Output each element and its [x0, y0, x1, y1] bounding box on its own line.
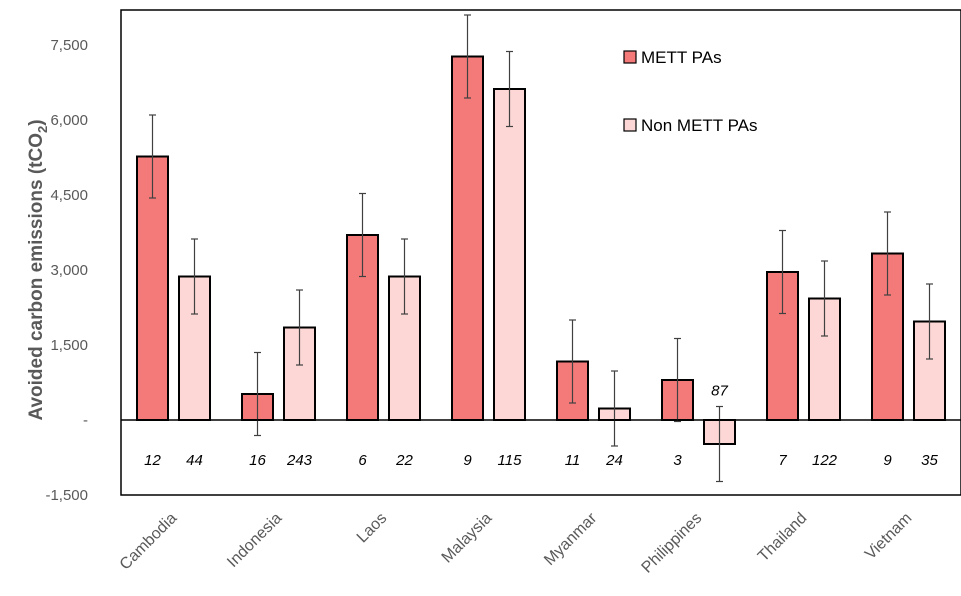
x-category-label: Cambodia	[117, 510, 181, 574]
count-label-mett: 9	[463, 452, 472, 469]
bar-mett	[136, 155, 169, 421]
count-label-non-mett: 243	[286, 452, 313, 469]
legend-swatch-mett	[623, 50, 637, 64]
x-category-label: Malaysia	[439, 510, 496, 567]
count-label-mett: 16	[249, 452, 266, 469]
count-label-non-mett: 35	[921, 452, 938, 469]
y-axis-label-text: Avoided carbon emissions (tCO	[26, 133, 47, 421]
y-tick-label: 4,500	[50, 187, 88, 204]
x-category-label: Thailand	[755, 510, 810, 565]
count-label-non-mett: 87	[711, 383, 728, 400]
count-label-mett: 3	[673, 452, 682, 469]
count-label-non-mett: 122	[812, 452, 838, 469]
y-tick-label: -	[83, 412, 88, 429]
x-category-label: Vietnam	[862, 510, 915, 563]
count-label-mett: 9	[883, 452, 892, 469]
count-label-mett: 12	[144, 452, 161, 469]
x-category-label: Philippines	[639, 510, 706, 577]
y-tick-label: -1,500	[45, 487, 88, 504]
legend-label-mett: METT PAs	[641, 48, 722, 67]
count-label-non-mett: 115	[498, 452, 523, 469]
x-category-label: Myanmar	[541, 509, 601, 569]
svg-text:Avoided carbon emissions (tCO2: Avoided carbon emissions (tCO2)	[26, 119, 50, 420]
count-label-mett: 7	[778, 452, 787, 469]
count-label-mett: 11	[565, 452, 581, 469]
legend-label-non-mett: Non METT PAs	[641, 116, 758, 135]
x-category-label: Indonesia	[224, 510, 285, 571]
count-label-mett: 6	[358, 452, 367, 469]
y-axis-label-close: )	[26, 119, 47, 125]
count-label-non-mett: 24	[605, 452, 623, 469]
y-axis-label-subscript: 2	[35, 126, 50, 133]
bar-non-mett	[493, 88, 526, 421]
y-tick-label: 1,500	[50, 337, 88, 354]
y-axis-label: Avoided carbon emissions (tCO2)	[26, 119, 50, 420]
bar-mett	[451, 55, 484, 421]
plot-border	[120, 9, 961, 496]
count-label-non-mett: 22	[395, 452, 413, 469]
y-tick-label: 3,000	[50, 262, 88, 279]
y-tick-label: 6,000	[50, 112, 88, 129]
count-label-non-mett: 44	[186, 452, 203, 469]
legend: METT PAs Non METT PAs	[623, 48, 758, 135]
x-category-label: Laos	[354, 510, 391, 547]
legend-swatch-non-mett	[623, 118, 637, 132]
y-tick-label: 7,500	[50, 37, 88, 54]
